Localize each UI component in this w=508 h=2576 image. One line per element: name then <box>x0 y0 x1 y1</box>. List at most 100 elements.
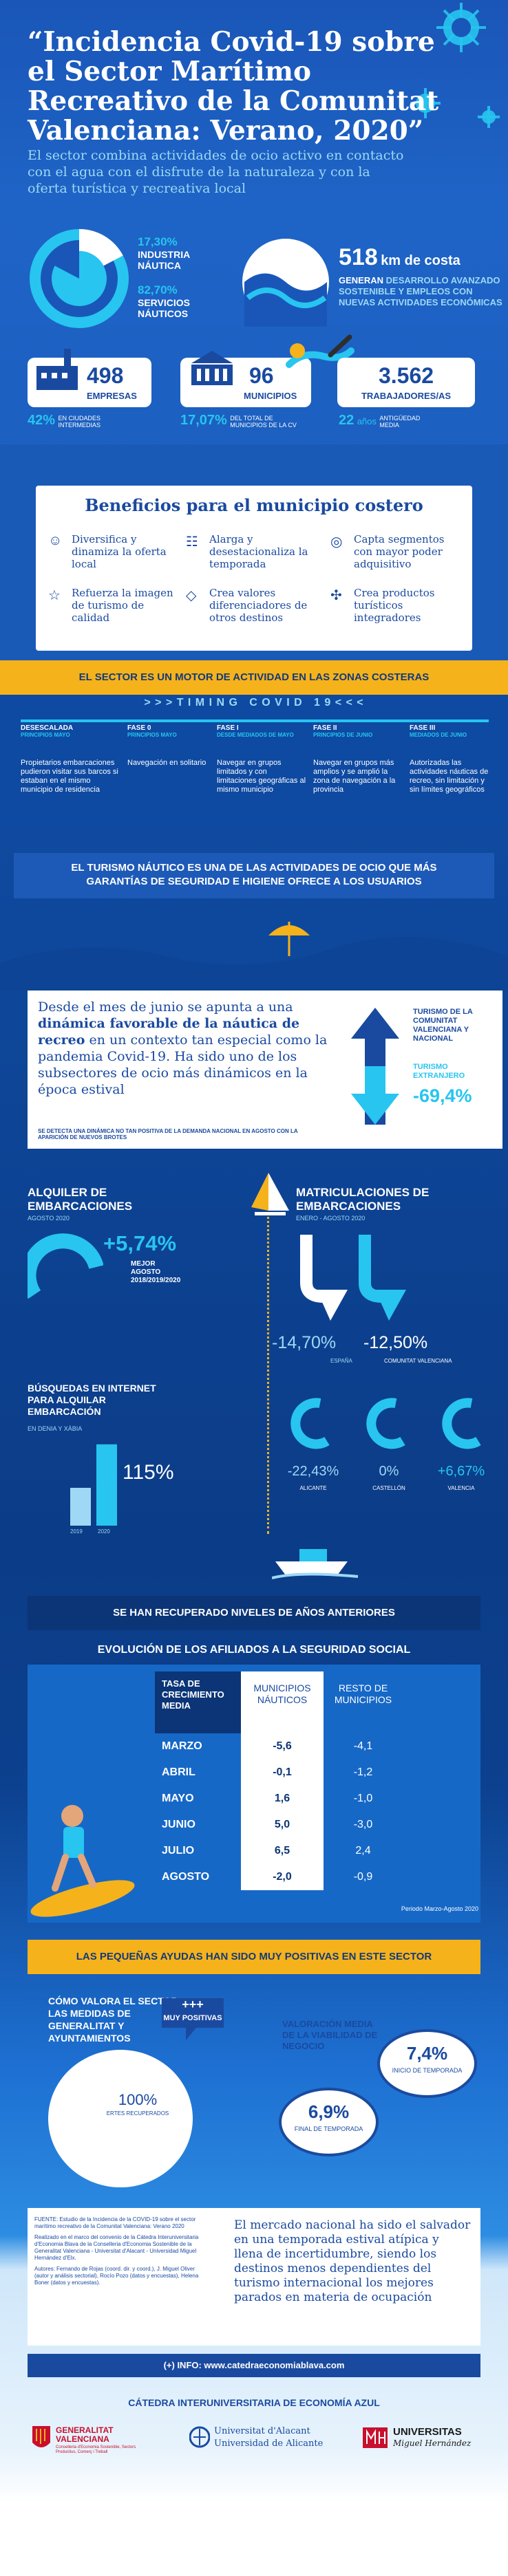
municipios-note-block: 17,07% DEL TOTAL DE MUNICIPIOS DE LA CV <box>180 413 325 429</box>
row-resto: -1,0 <box>353 1793 373 1804</box>
umh-2: Miguel Hernández <box>393 2438 472 2448</box>
junio-note: SE DETECTA UNA DINÁMICA NO TAN POSITIVA … <box>38 1128 298 1140</box>
puzzle-icon: ✣ <box>330 588 342 603</box>
alquiler-period: AGOSTO 2020 <box>28 1215 70 1222</box>
coast-km-unit: km de costa <box>381 253 461 268</box>
arrows-icon <box>351 1008 399 1125</box>
timing-phase: FASE I DESDE MEDIADOS DE MAYO Navegar en… <box>217 724 306 794</box>
beneficios-title: Beneficios para el municipio costero <box>85 495 423 515</box>
trabajadores-num: 3.562 <box>378 363 434 388</box>
servicios-pct: 82,70% <box>138 283 178 296</box>
matric-espana-label: ESPAÑA <box>330 1358 352 1364</box>
beneficio-item: ✣ Crea productos turísticos integradores <box>330 587 435 624</box>
pie-servicios: 82,70% SERVICIOS NÁUTICOS <box>138 283 234 319</box>
trabajadores-card: 3.562 TRABAJADORES/AS <box>337 358 475 407</box>
empresas-num: 498 <box>87 363 124 388</box>
swimmer-icon <box>286 334 354 368</box>
afiliados-col2: RESTO DE MUNICIPIOS <box>334 1682 392 1705</box>
table-row: MAYO 1,6 -1,0 <box>155 1786 403 1812</box>
page-title: “Incidencia Covid-19 sobre el Sector Mar… <box>28 26 439 147</box>
gva-name: GENERALITAT VALENCIANA <box>56 2425 114 2444</box>
boat-icon <box>272 1549 359 1579</box>
coast-text: DESARROLLO AVANZADO SOSTENIBLE Y EMPLEOS… <box>339 275 502 307</box>
fuente-nacional: El mercado nacional ha sido el salvador … <box>234 2218 471 2304</box>
alquiler-note: MEJOR AGOSTO 2018/2019/2020 <box>131 1260 181 1284</box>
final-label: FINAL DE TEMPORADA <box>294 2125 363 2132</box>
empresas-pct: 42% <box>28 413 56 428</box>
ayudas-plus: +++ <box>182 1998 204 2011</box>
inicio-label: INICIO DE TEMPORADA <box>392 2067 463 2074</box>
trabajadores-label: TRABAJADORES/AS <box>361 391 451 401</box>
turismo-ext-value: -69,4% <box>413 1085 472 1106</box>
provincia-item: 0% CASTELLÓN <box>372 1464 405 1491</box>
ayudas-pct: 100% <box>118 2091 158 2108</box>
banner-recuperado: SE HAN RECUPERADO NIVELES DE AÑOS ANTERI… <box>28 1596 480 1630</box>
diamond-icon: ◇ <box>186 588 197 603</box>
beneficio-item: ◎ Capta segmentos con mayor poder adquisi… <box>330 533 445 570</box>
inicio-circle <box>377 2029 477 2098</box>
banner-turismo: EL TURISMO NÁUTICO ES UNA DE LAS ACTIVID… <box>14 853 494 898</box>
row-resto: 2,4 <box>355 1845 371 1857</box>
beneficio-item: ☆ Refuerza la imagen de turismo de calida… <box>48 587 173 624</box>
empresas-label: EMPRESAS <box>87 391 137 401</box>
row-nauticos: -5,6 <box>241 1733 324 1760</box>
row-month: JULIO <box>162 1845 195 1857</box>
ayudas-question: CÓMO VALORA EL SECTOR LAS MEDIDAS DE GEN… <box>48 1995 178 2044</box>
provincia-item: -22,43% ALICANTE <box>287 1464 339 1491</box>
windsurf-icon <box>251 1173 289 1215</box>
coast-block: 518 km de costa GENERAN DESARROLLO AVANZ… <box>339 244 504 308</box>
matric-arrows <box>300 1235 406 1321</box>
star-icon: ☆ <box>48 588 61 603</box>
table-row: JULIO 6,5 2,4 <box>155 1838 403 1864</box>
row-resto: -3,0 <box>353 1819 373 1830</box>
trabajadores-note: ANTIGÜEDAD MEDIA <box>379 414 421 429</box>
timing-phases: DESESCALADA PRINCIPIOS MAYO Propietarios… <box>21 724 496 794</box>
beneficios-grid: ☺ Diversifica y dinamiza la oferta local … <box>48 533 468 624</box>
provincias-rings <box>290 1398 481 1449</box>
municipios-pct: 17,07% <box>180 413 227 428</box>
trabajadores-note-block: 22 años ANTIGÜEDAD MEDIA <box>339 413 490 429</box>
timing-phase: FASE III MEDIADOS DE JUNIO Autorizadas l… <box>410 724 489 794</box>
matric-cv-label: COMUNITAT VALENCIANA <box>384 1358 452 1364</box>
junio-text: Desde el mes de junio se apunta a una di… <box>38 999 328 1097</box>
ayudas-pct-label: ERTES RECUPERADOS <box>106 2110 169 2117</box>
junio-card <box>28 991 502 1149</box>
matric-espana-value: -14,70% <box>272 1333 337 1352</box>
beneficios-card <box>36 486 472 651</box>
busquedas-title: BÚSQUEDAS EN INTERNET PARA ALQUILAR EMBA… <box>28 1383 156 1417</box>
surfer-icon <box>30 1805 135 1917</box>
inicio-value: 7,4% <box>406 2043 448 2064</box>
matric-period: ENERO - AGOSTO 2020 <box>296 1215 366 1222</box>
busquedas-year1: 2019 <box>70 1528 83 1535</box>
timing-phase: FASE II PRINCIPIOS DE JUNIO Navegar en g… <box>313 724 396 794</box>
turismo-ext-label: TURISMO EXTRANJERO <box>413 1063 465 1080</box>
afiliados-col0: TASA DE CRECIMIENTO MEDIA <box>155 1671 241 1733</box>
empresas-note-block: 42% EN CIUDADES INTERMEDIAS <box>28 413 151 429</box>
footer-catedra: CÁTEDRA INTERUNIVERSITARIA DE ECONOMÍA A… <box>128 2397 380 2408</box>
wave-decoration <box>0 922 508 991</box>
afiliados-title: EVOLUCIÓN DE LOS AFILIADOS A LA SEGURIDA… <box>97 1644 411 1656</box>
ayudas-muy-positivas: MUY POSITIVAS <box>163 2014 222 2022</box>
fuente-block: FUENTE: Estudio de la Incidencia de la C… <box>34 2216 199 2286</box>
matric-cv-value: -12,50% <box>363 1333 428 1352</box>
fuente-card <box>28 2208 480 2346</box>
townhall-icon <box>191 351 233 385</box>
divider-line <box>267 1183 269 1534</box>
timing-band <box>0 695 508 825</box>
ua-2: Universidad de Alicante <box>214 2438 324 2449</box>
alquiler-value: +5,74% <box>103 1231 177 1255</box>
provincia-item: +6,67% VALENCIA <box>437 1464 485 1491</box>
table-row: MARZO -5,6 -4,1 <box>155 1733 403 1760</box>
municipios-num: 96 <box>249 363 274 388</box>
timing-phase: FASE 0 PRINCIPIOS MAYO Navegación en sol… <box>127 724 207 767</box>
row-month: MARZO <box>162 1740 202 1752</box>
ua-1: Universitat d'Alacant <box>214 2426 310 2436</box>
alquiler-arc <box>28 1233 103 1299</box>
umh-1: UNIVERSITAS <box>393 2426 462 2438</box>
pie-chart <box>30 229 129 328</box>
info-link[interactable]: (+) INFO: www.catedraeconomiablava.com <box>28 2354 480 2377</box>
servicios-label: SERVICIOS NÁUTICOS <box>138 297 190 319</box>
calendar-icon: ☷ <box>186 534 198 550</box>
factory-icon <box>36 349 78 390</box>
ayudas-valoracion: VALORACIÓN MEDIA DE LA VIABILIDAD DE NEG… <box>282 2019 378 2051</box>
